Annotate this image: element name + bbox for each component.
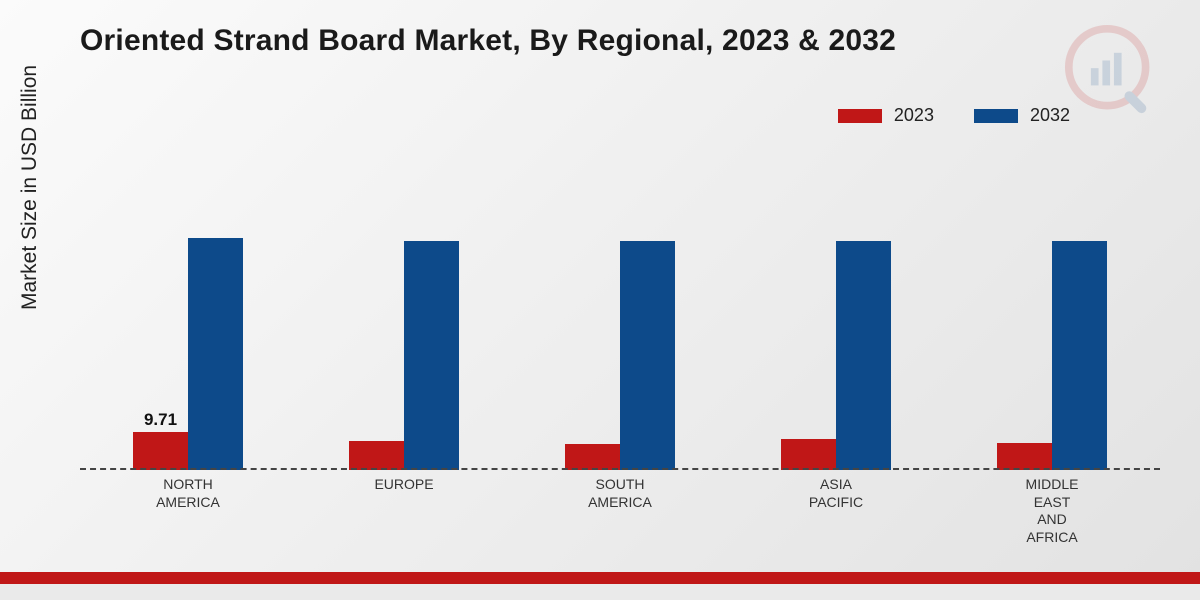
xlabel-mea: MIDDLEEASTANDAFRICA [982,476,1122,546]
legend-item-2023: 2023 [838,105,934,126]
footer-accent-stripe [0,572,1200,584]
xlabel-na: NORTHAMERICA [118,476,258,546]
bar-sa-2023 [565,444,620,470]
brand-logo [1064,24,1160,120]
bar-mea-2023 [997,443,1052,470]
group-sa [550,241,690,470]
xlabel-sa: SOUTHAMERICA [550,476,690,546]
group-eu [334,241,474,470]
bar-ap-2032 [836,241,891,470]
y-axis-label: Market Size in USD Billion [18,65,42,310]
xlabel-eu: EUROPE [334,476,474,546]
xlabel-ap: ASIAPACIFIC [766,476,906,546]
footer-base-stripe [0,584,1200,600]
legend: 2023 2032 [838,105,1070,126]
legend-label-2032: 2032 [1030,105,1070,126]
baseline [80,468,1160,470]
bar-sa-2032 [620,241,675,470]
legend-label-2023: 2023 [894,105,934,126]
bar-na-2032 [188,238,243,471]
bar-mea-2032 [1052,241,1107,470]
bar-eu-2023 [349,441,404,470]
legend-item-2032: 2032 [974,105,1070,126]
plot-area: 9.71 [80,160,1160,470]
bar-na-2023: 9.71 [133,432,188,470]
chart-title: Oriented Strand Board Market, By Regiona… [80,24,896,58]
x-axis-labels: NORTHAMERICA EUROPE SOUTHAMERICA ASIAPAC… [80,476,1160,546]
legend-swatch-2032 [974,109,1018,123]
chart-page: Oriented Strand Board Market, By Regiona… [0,0,1200,600]
group-na: 9.71 [118,238,258,471]
group-ap [766,241,906,470]
bar-label-na-2023: 9.71 [144,410,177,430]
legend-swatch-2023 [838,109,882,123]
bar-groups: 9.71 [80,160,1160,470]
bar-eu-2032 [404,241,459,470]
group-mea [982,241,1122,470]
bar-ap-2023 [781,439,836,470]
